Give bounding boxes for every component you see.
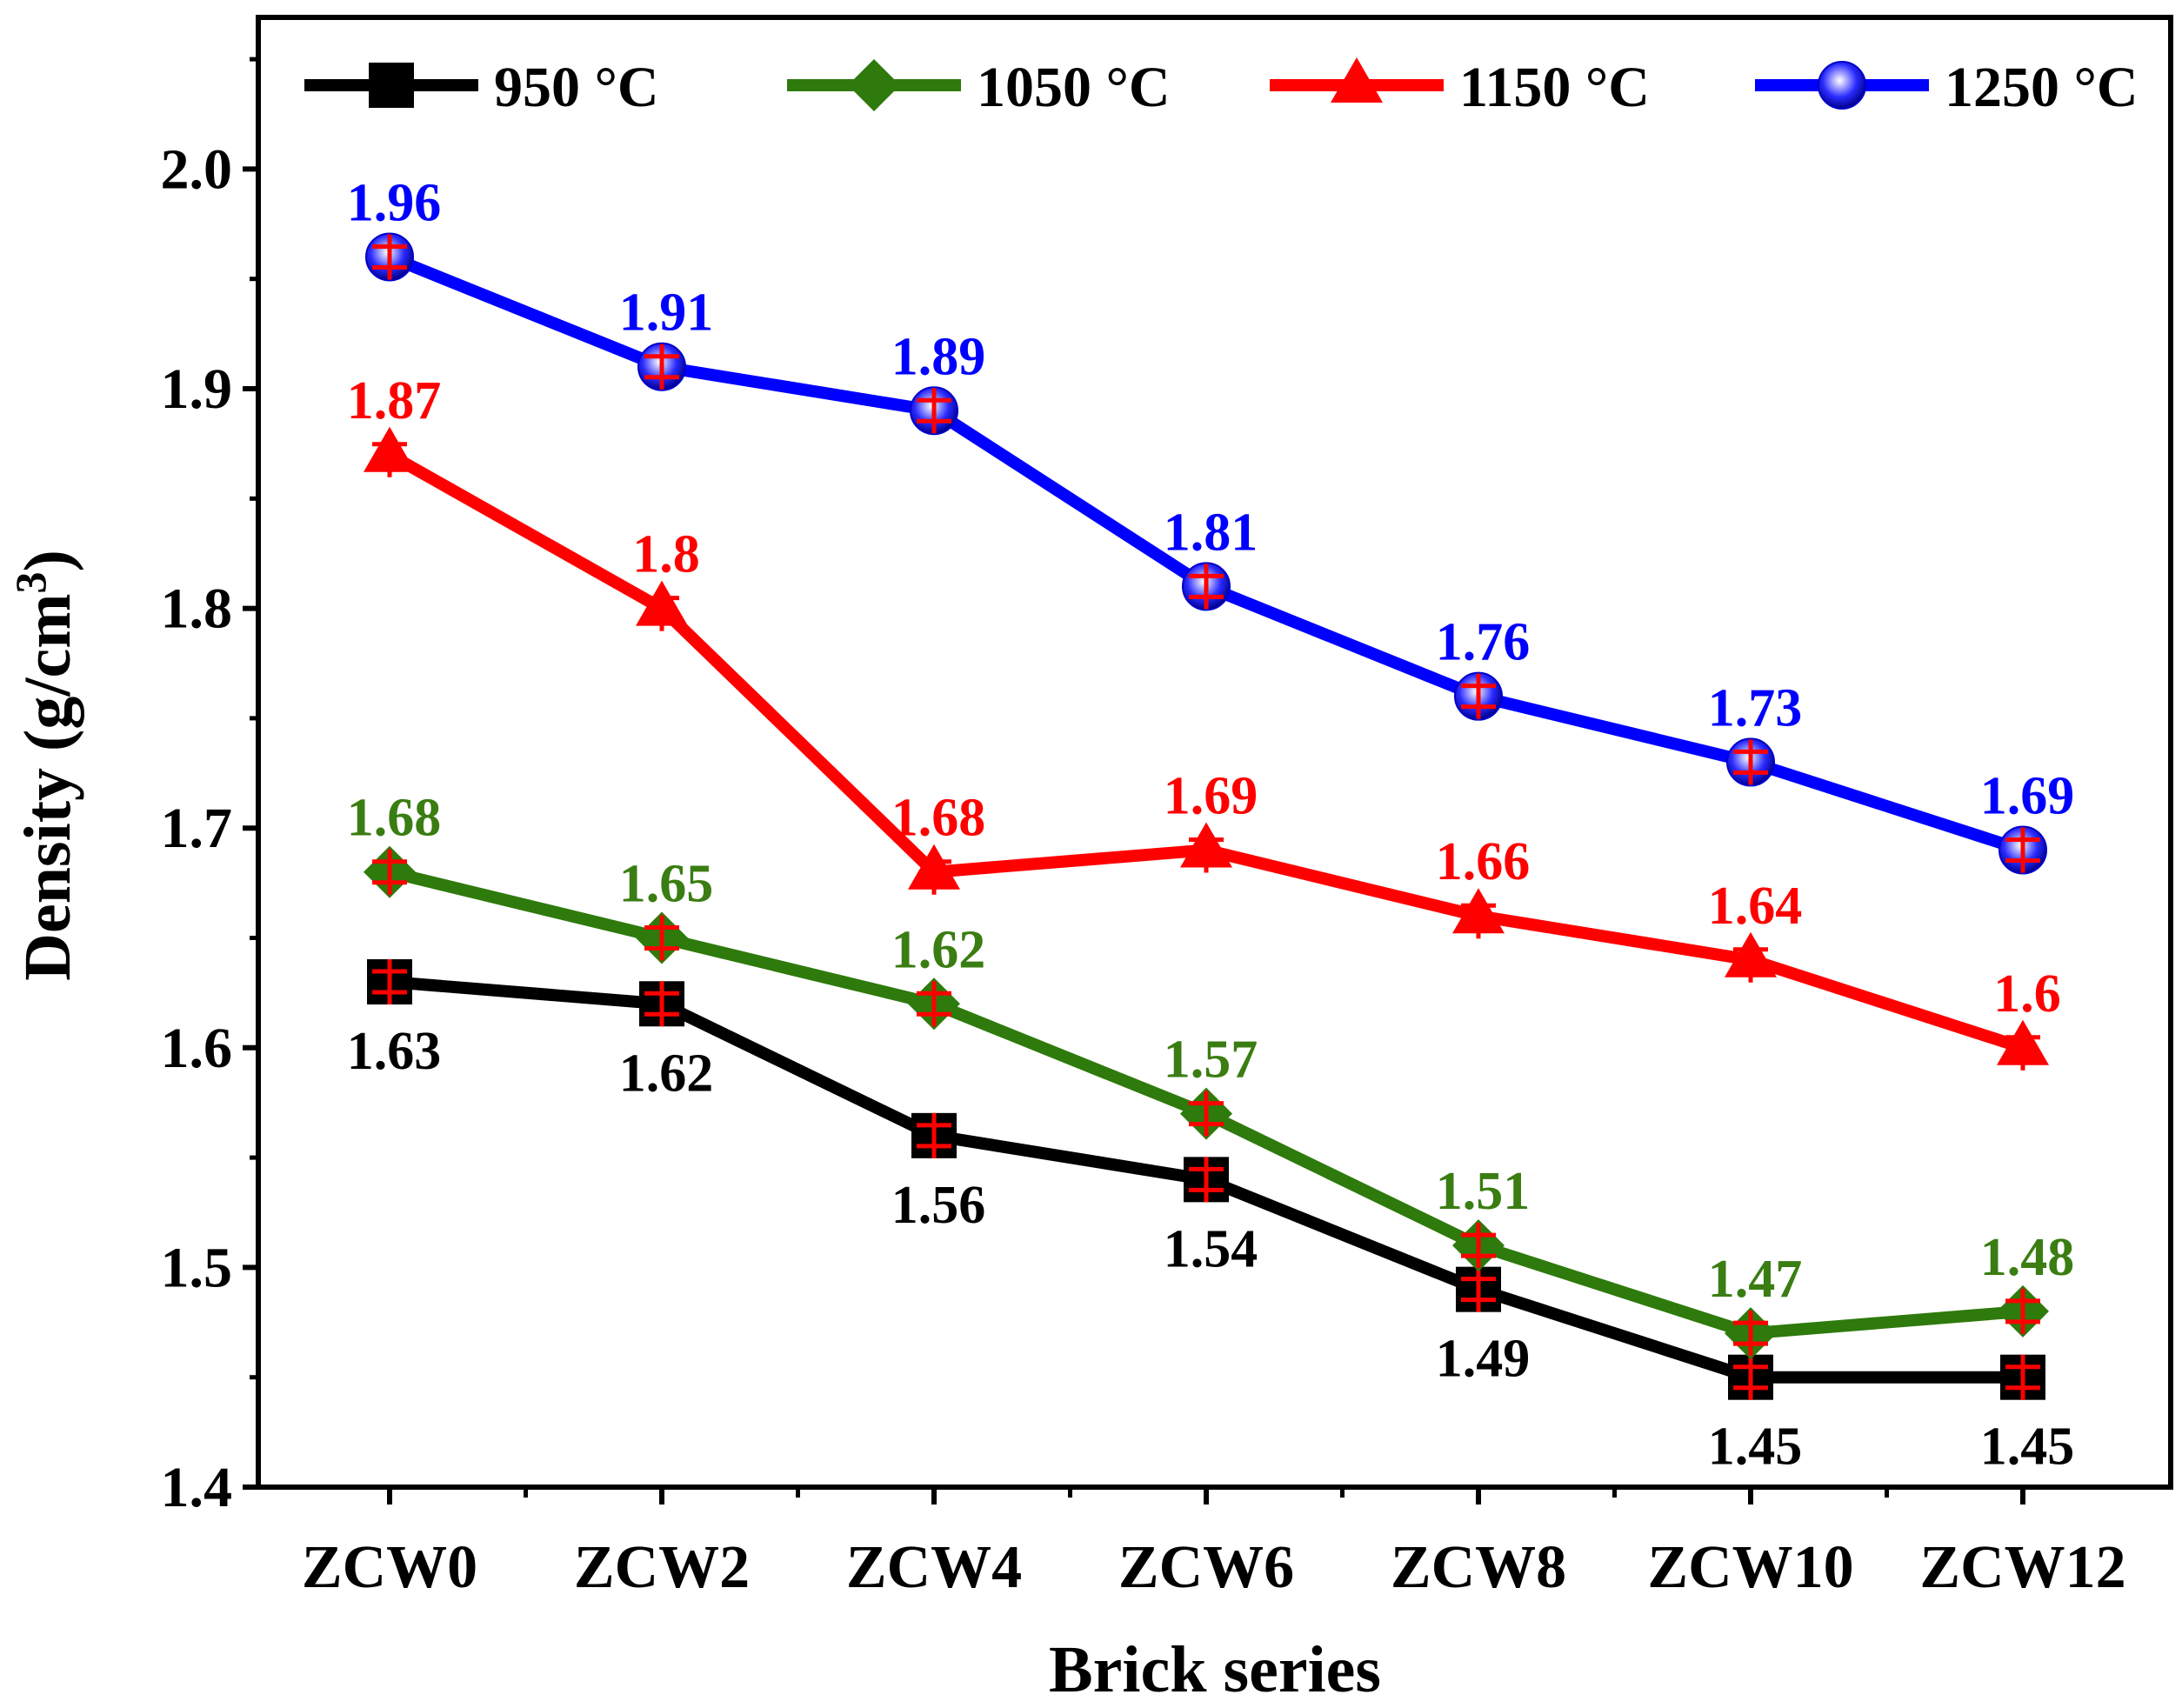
error-bar-1050c [644, 915, 679, 961]
data-label-1050c: 1.47 [1708, 1250, 1803, 1309]
data-label-1250c: 1.73 [1708, 678, 1803, 737]
error-bar-1150c [2005, 1024, 2040, 1071]
error-bar-1050c [2005, 1288, 2040, 1334]
data-label-1050c: 1.57 [1164, 1031, 1258, 1090]
y-tick-label: 1.4 [161, 1456, 233, 1519]
data-label-1050c: 1.48 [1980, 1228, 2075, 1287]
legend-label-1150c: 1150 °C [1459, 56, 1650, 119]
legend-marker-950c [369, 63, 414, 108]
error-bar-1150c [917, 849, 951, 895]
error-bar-950c [644, 981, 679, 1027]
data-label-950c: 1.45 [1980, 1418, 2075, 1477]
data-label-1150c: 1.87 [347, 371, 442, 430]
x-tick-label: ZCW2 [574, 1534, 750, 1601]
legend-item-1250c: 1250 °C [1755, 56, 2139, 119]
legend-label-1050c: 1050 °C [977, 56, 1171, 119]
series-group [364, 232, 2049, 1400]
legend-item-1150c: 1150 °C [1270, 56, 1650, 119]
data-label-1050c: 1.51 [1436, 1162, 1531, 1221]
series-1250c [365, 232, 2047, 875]
x-tick-label: ZCW8 [1391, 1534, 1566, 1601]
data-label-1050c: 1.65 [619, 855, 714, 914]
x-tick-label: ZCW6 [1118, 1534, 1294, 1601]
error-bar-1250c [917, 388, 951, 434]
data-label-1150c: 1.69 [1164, 766, 1258, 825]
error-bar-950c [372, 959, 407, 1005]
y-tick-label: 1.9 [161, 357, 233, 421]
data-label-950c: 1.54 [1164, 1219, 1258, 1278]
x-axis-title: Brick series [1049, 1633, 1381, 1706]
y-tick-label: 1.5 [161, 1236, 233, 1299]
error-bar-950c [2005, 1354, 2040, 1400]
x-tick-label: ZCW0 [302, 1534, 477, 1601]
data-label-1250c: 1.89 [891, 327, 986, 386]
error-bar-1150c [1733, 937, 1768, 983]
data-label-1150c: 1.64 [1708, 877, 1803, 936]
data-labels-group: 1.63 1.62 1.56 1.54 1.49 1.45 1.45 1.68 1.65 1.62… [347, 173, 2075, 1476]
data-label-950c: 1.62 [619, 1044, 714, 1103]
error-bar-950c [1461, 1266, 1496, 1312]
y-tick-label: 1.8 [161, 577, 233, 641]
data-label-1150c: 1.8 [632, 525, 700, 584]
error-bar-1250c [372, 234, 407, 280]
legend-marker-1050c [848, 59, 900, 111]
error-bar-1050c [1189, 1091, 1224, 1137]
series-1150c [364, 426, 2049, 1071]
error-bar-1250c [1461, 673, 1496, 719]
error-bar-1150c [372, 431, 407, 477]
series-950c [367, 959, 2045, 1400]
error-bar-1250c [1733, 739, 1768, 785]
y-tick-label: 2.0 [161, 137, 233, 201]
data-label-950c: 1.56 [891, 1176, 986, 1235]
data-label-1250c: 1.69 [1980, 766, 2075, 825]
legend-item-1050c: 1050 °C [787, 56, 1171, 119]
error-bar-1150c [1461, 893, 1496, 939]
data-label-1150c: 1.68 [891, 789, 986, 848]
data-label-1050c: 1.62 [891, 920, 986, 979]
error-bar-1250c [1189, 564, 1224, 610]
x-tick-label: ZCW12 [1919, 1534, 2125, 1601]
error-bar-950c [1733, 1354, 1768, 1400]
y-axis-title: Density (g/cm3) [6, 550, 84, 981]
data-label-950c: 1.63 [347, 1022, 442, 1081]
data-label-1250c: 1.91 [619, 284, 714, 343]
data-label-950c: 1.45 [1708, 1418, 1803, 1477]
series-1050c [364, 845, 2049, 1360]
legend-item-950c: 950 °C [304, 56, 659, 119]
error-bar-1250c [644, 344, 679, 390]
error-bar-1150c [644, 585, 679, 631]
error-bar-1250c [2005, 827, 2040, 873]
data-label-1150c: 1.6 [1993, 964, 2061, 1024]
legend-label-1250c: 1250 °C [1945, 56, 2139, 119]
error-bar-1050c [917, 981, 951, 1027]
y-axis-title-superscript: 3 [6, 571, 55, 593]
legend: 950 °C 1050 °C 1150 °C 1250 °C [304, 56, 2139, 119]
error-bar-950c [1189, 1157, 1224, 1203]
error-bar-1150c [1189, 827, 1224, 873]
error-bar-1050c [1733, 1311, 1768, 1357]
y-tick-label: 1.6 [161, 1017, 233, 1080]
error-bar-1050c [1461, 1223, 1496, 1269]
legend-marker-1250c [1818, 61, 1866, 110]
axes-group: 1.4 1.5 1.6 1.7 1.8 1.9 2.0 ZCW0 ZCW2 ZCW4 ZCW6 ZCW… [161, 15, 2173, 1601]
x-tick-label: ZCW10 [1647, 1534, 1853, 1601]
data-label-1150c: 1.66 [1436, 832, 1531, 891]
y-axis-title-close: ) [11, 550, 84, 571]
error-bar-1050c [372, 849, 407, 895]
data-label-1250c: 1.81 [1164, 503, 1258, 562]
x-tick-label: ZCW4 [846, 1534, 1022, 1601]
data-label-950c: 1.49 [1436, 1330, 1531, 1389]
data-label-1250c: 1.76 [1436, 613, 1531, 672]
y-tick-label: 1.7 [161, 797, 233, 860]
data-label-1250c: 1.96 [347, 173, 442, 232]
plot-frame [256, 15, 2173, 1490]
data-label-1050c: 1.68 [347, 789, 442, 848]
legend-marker-1150c [1331, 57, 1383, 103]
error-bar-950c [917, 1112, 951, 1158]
legend-label-950c: 950 °C [494, 56, 659, 119]
y-axis-title-main: Density (g/cm [11, 593, 84, 980]
